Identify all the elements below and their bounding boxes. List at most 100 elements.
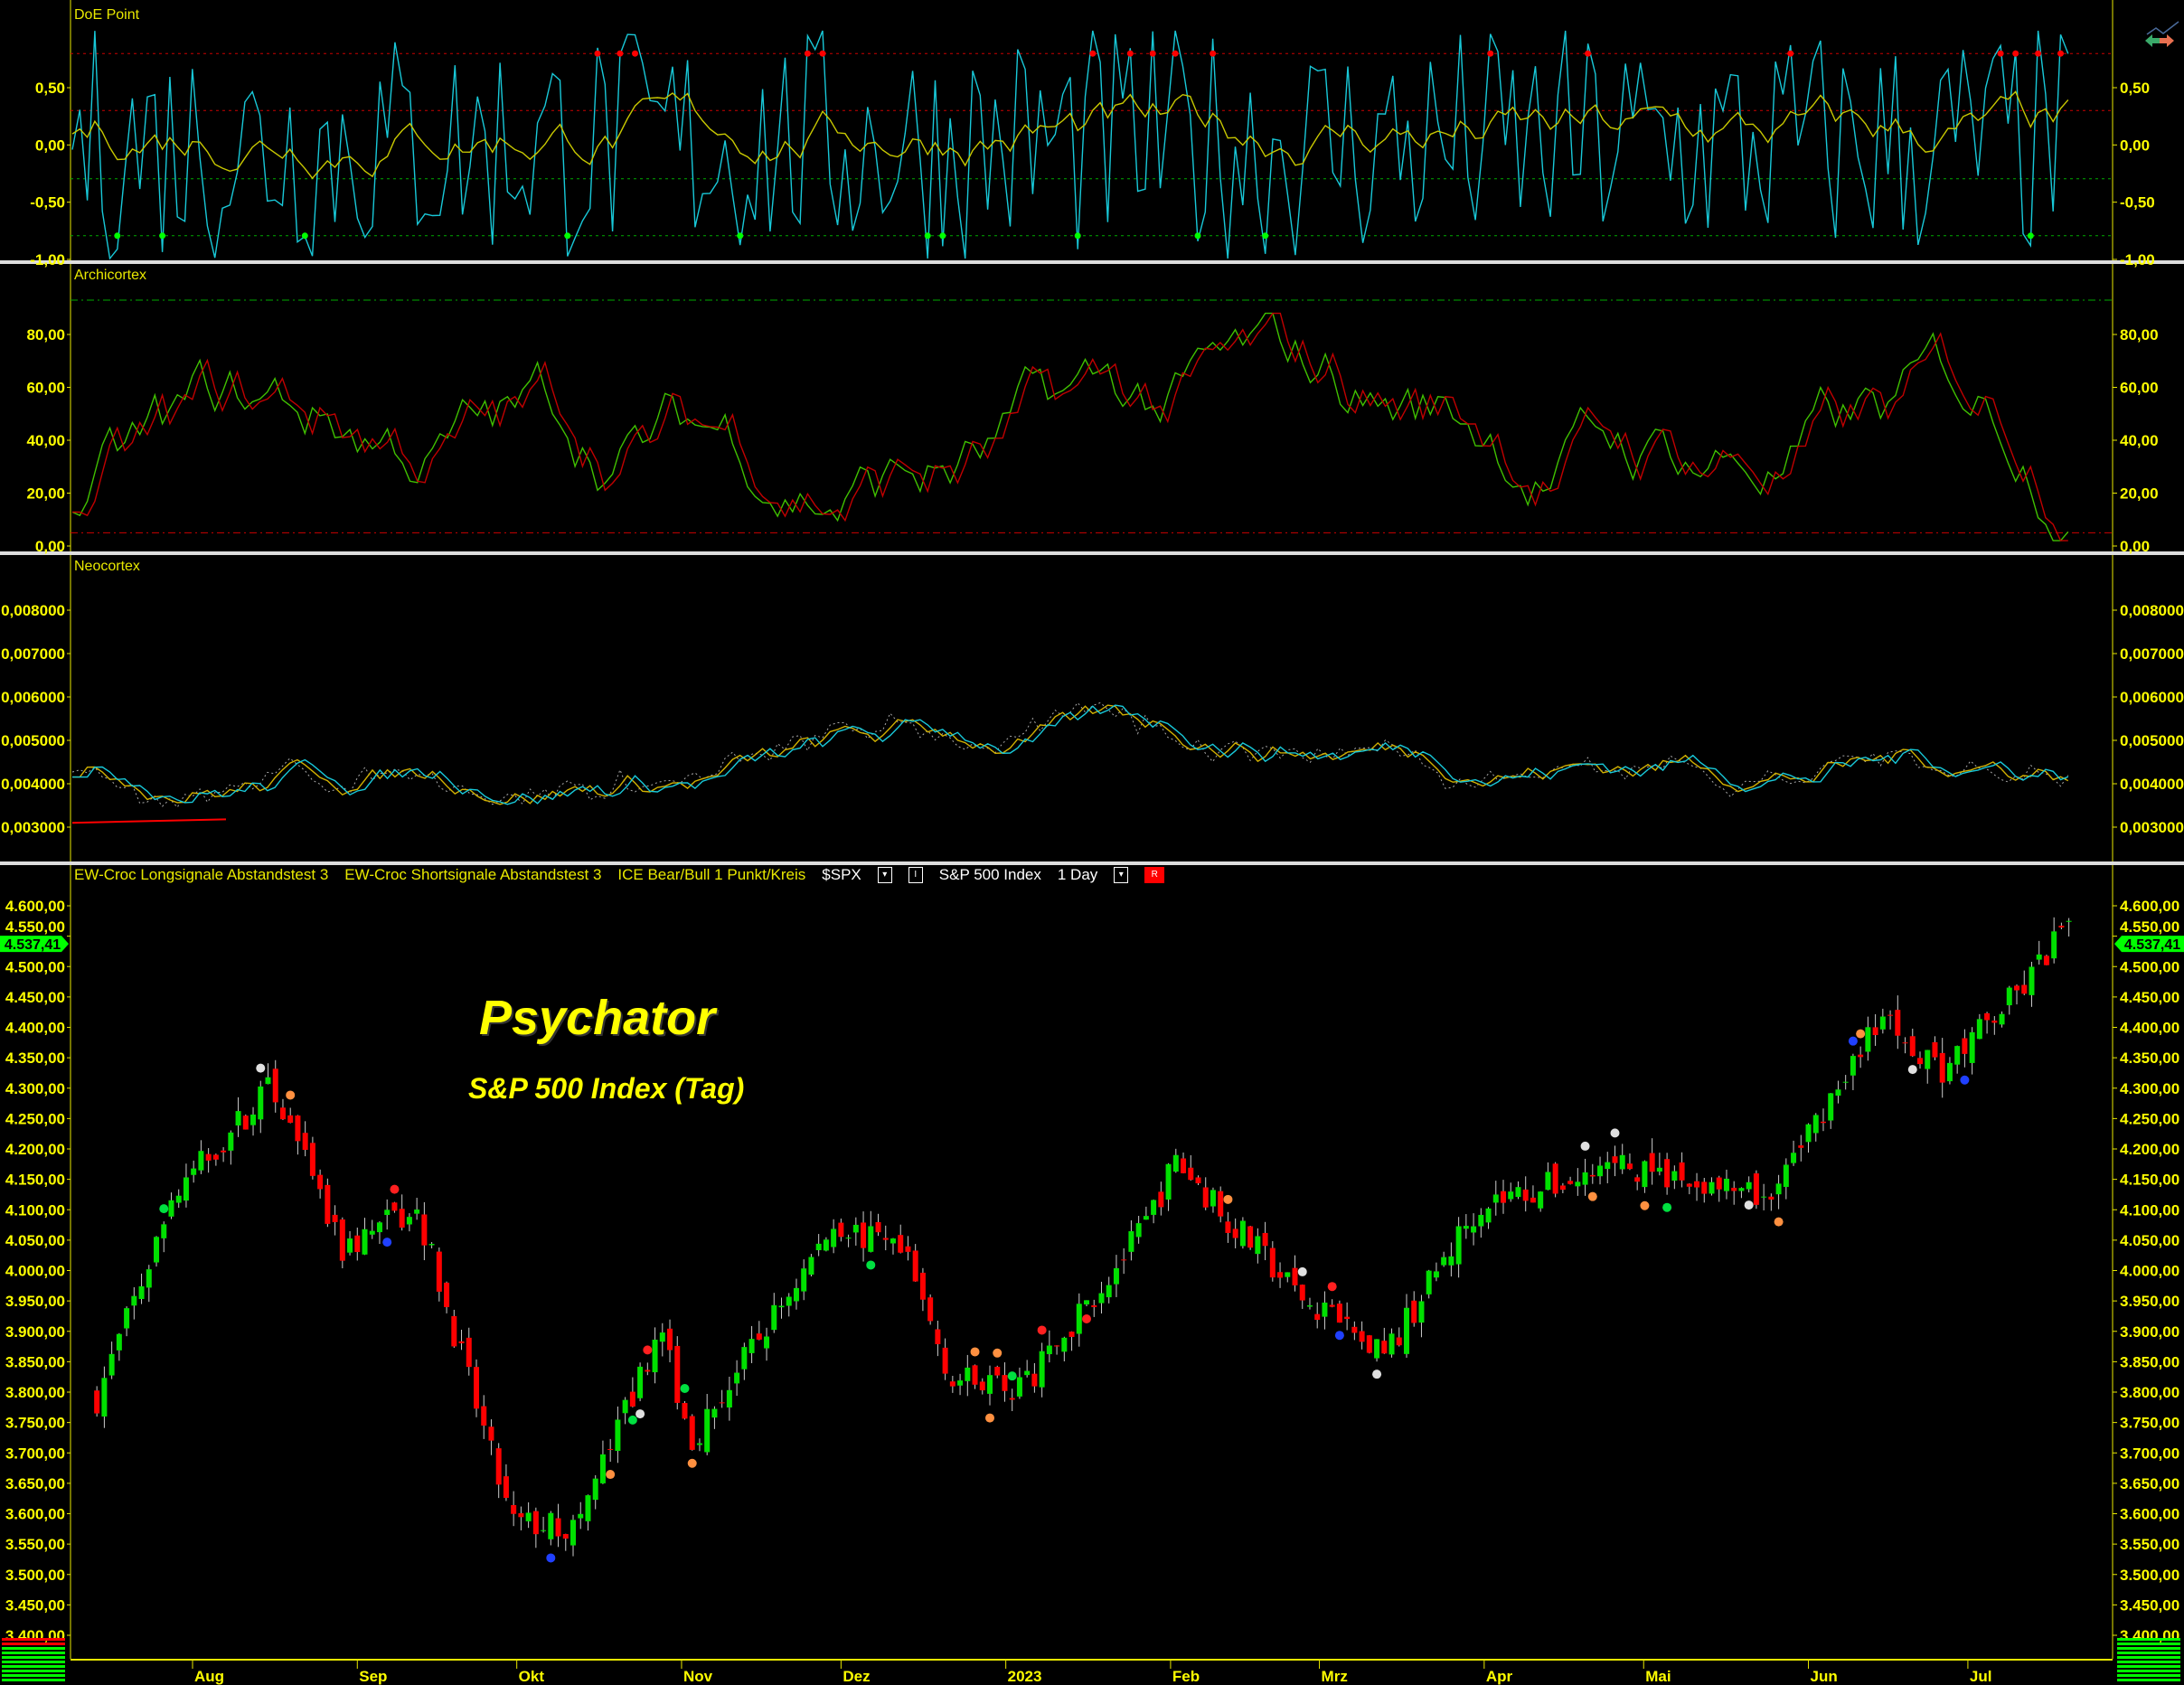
signal-dot [687, 1458, 697, 1468]
candle-down [332, 1214, 338, 1222]
candle-down [1649, 1153, 1655, 1172]
price-ytick-right: 4.250,00 [2120, 1110, 2179, 1127]
candle-down [861, 1222, 867, 1248]
last-price-tag-left [0, 936, 69, 953]
neo-ytick-right: 0,006000 [2120, 689, 2184, 706]
candle-down [1731, 1187, 1737, 1191]
interval-label[interactable]: 1 Day [1057, 866, 1098, 883]
signal-dot [1856, 1029, 1866, 1039]
price-ytick-right: 3.650,00 [2120, 1475, 2179, 1492]
candle-down [1530, 1197, 1536, 1203]
r-button[interactable]: R [1144, 867, 1165, 883]
legend-ice[interactable]: ICE Bear/Bull 1 Punkt/Kreis [617, 866, 806, 883]
candle-up [191, 1168, 197, 1175]
xtick-label: Sep [359, 1668, 387, 1685]
candle-up [852, 1224, 859, 1233]
candle-down [1932, 1041, 1938, 1058]
signal-dot [1327, 1282, 1337, 1292]
candle-up [1582, 1172, 1588, 1185]
candle-down [682, 1403, 688, 1419]
style-dropdown[interactable]: I [908, 867, 923, 883]
candle-up [1828, 1093, 1834, 1121]
candle-up [1135, 1223, 1142, 1238]
candle-down [607, 1448, 614, 1450]
signal-dot [680, 1383, 690, 1393]
price-ytick-left: 3.650,00 [5, 1475, 65, 1492]
arrow-left-icon [2145, 34, 2160, 47]
archi-ytick-left: 60,00 [26, 380, 65, 397]
candle-up [1671, 1171, 1678, 1181]
candle-up [1605, 1162, 1611, 1170]
candle-down [1522, 1189, 1529, 1201]
candle-down [1351, 1326, 1358, 1333]
candle-down [689, 1416, 695, 1450]
candle-up [1024, 1370, 1031, 1376]
signal-dot [627, 1415, 637, 1425]
signal-dot [985, 1413, 994, 1423]
candle-down [466, 1337, 472, 1368]
corner-widget-right [2117, 1638, 2180, 1641]
candle-down [1872, 1027, 1878, 1036]
candle-down [942, 1347, 948, 1374]
candle-up [376, 1222, 382, 1233]
candle-down [905, 1246, 911, 1252]
candle-up [1723, 1178, 1729, 1191]
price-ytick-right: 3.400,00 [2120, 1627, 2179, 1644]
corner-widget-right [2117, 1665, 2180, 1668]
price-ytick-right: 3.900,00 [2120, 1323, 2179, 1341]
signal-dot [1223, 1194, 1233, 1204]
interval-dropdown[interactable]: ▾ [1114, 867, 1129, 883]
candle-up [183, 1177, 189, 1201]
doe-ytick-left: -1,00 [30, 251, 65, 268]
xtick-label: 2023 [1008, 1668, 1042, 1685]
candle-up [116, 1333, 122, 1351]
signal-dot [1037, 1325, 1047, 1335]
corner-widget-left [2, 1656, 65, 1659]
candle-up [1426, 1270, 1432, 1294]
candle-up [1239, 1220, 1246, 1247]
candle-up [1783, 1164, 1789, 1188]
price-ytick-left: 4.100,00 [5, 1201, 65, 1219]
legend-short-signals[interactable]: EW-Croc Shortsignale Abstandstest 3 [344, 866, 602, 883]
doe-ytick-right: 0,50 [2120, 80, 2150, 97]
doe-bottom-dot [1194, 232, 1201, 240]
neo-cyan-line [72, 704, 2069, 805]
candle-up [1642, 1161, 1648, 1188]
candle-down [1984, 1012, 1991, 1021]
instrument-name: S&P 500 Index [938, 866, 1041, 883]
candle-down [555, 1518, 561, 1537]
panel-title-archicortex: Archicortex [74, 268, 147, 283]
symbol-label[interactable]: $SPX [822, 866, 861, 883]
candle-up [228, 1132, 234, 1151]
candle-down [645, 1370, 651, 1372]
symbol-dropdown[interactable]: ▾ [877, 867, 892, 883]
panel-divider [0, 861, 2184, 865]
candle-down [451, 1315, 457, 1347]
signal-dot [1372, 1370, 1382, 1379]
candle-down [629, 1391, 635, 1407]
last-price-left: 4.537,41 [5, 937, 61, 953]
candle-up [548, 1512, 554, 1539]
candle-up [793, 1287, 799, 1302]
candle-up [1433, 1271, 1439, 1278]
neo-ytick-left: 0,007000 [1, 645, 65, 663]
doe-top-dot [2012, 50, 2019, 57]
doe-fast-line [71, 30, 2069, 260]
candle-up [1976, 1019, 1982, 1040]
neo-ytick-right: 0,004000 [2120, 776, 2184, 793]
candle-up [131, 1295, 137, 1306]
candle-up [2029, 966, 2035, 995]
candle-up [198, 1151, 204, 1171]
candle-down [875, 1221, 881, 1233]
candle-down [1858, 1054, 1864, 1058]
doe-top-dot [594, 50, 601, 57]
candle-up [406, 1217, 412, 1225]
candle-up [1850, 1056, 1856, 1076]
price-ytick-right: 4.050,00 [2120, 1232, 2179, 1249]
candle-up [1106, 1285, 1112, 1298]
panel-divider [0, 260, 2184, 264]
legend-long-signals[interactable]: EW-Croc Longsignale Abstandstest 3 [74, 866, 329, 883]
corner-widget-left [2, 1638, 65, 1641]
candle-up [1471, 1226, 1477, 1233]
